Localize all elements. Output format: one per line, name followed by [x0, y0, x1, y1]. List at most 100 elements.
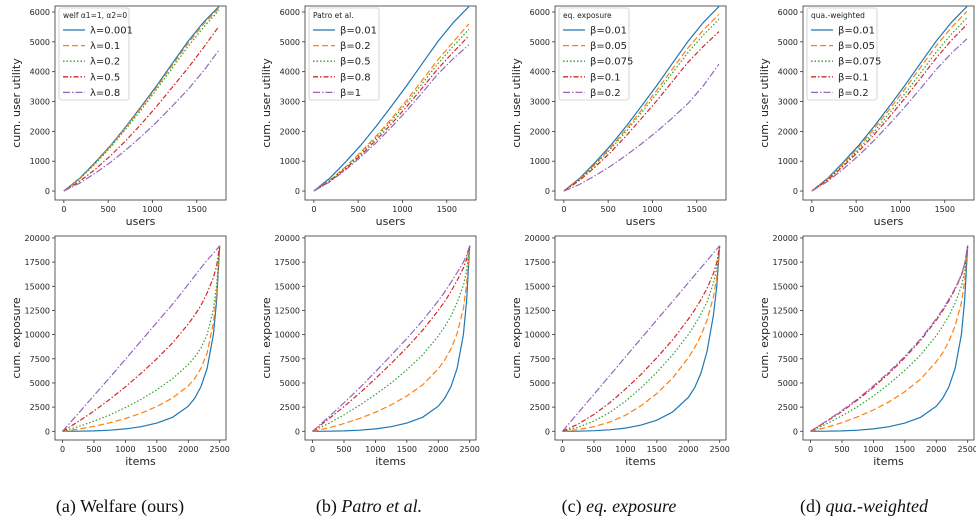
series-line-1	[562, 245, 721, 432]
series-line-1	[63, 6, 220, 192]
legend-label-2: β=0.2	[340, 41, 371, 52]
x-tick-label: 1500	[895, 445, 915, 454]
axes-frame	[554, 235, 727, 441]
series-line-1	[563, 6, 720, 192]
legend: qua.-weighted β=0.01 β=0.05 β=0.075 β=0.1 β=0…	[806, 7, 881, 101]
y-tick-label: 20000	[25, 234, 50, 243]
y-tick-label: 0	[45, 187, 50, 196]
y-tick-label: 4000	[778, 68, 798, 77]
y-tick-label: 2500	[778, 403, 798, 412]
caption-prefix: (a)	[56, 496, 80, 517]
x-axis-label: users	[626, 215, 656, 228]
series-line-5	[562, 245, 721, 432]
x-tick-label: 0	[311, 205, 316, 214]
series-line-4	[312, 245, 471, 432]
y-tick-label: 15000	[525, 282, 550, 291]
x-tick-label: 1000	[863, 445, 883, 454]
x-tick-label: 1000	[642, 205, 662, 214]
x-tick-label: 2000	[428, 445, 448, 454]
legend-label-4: β=0.1	[590, 72, 621, 83]
series-line-5	[563, 63, 720, 192]
x-tick-label: 0	[809, 205, 814, 214]
y-axis-label: cum. exposure	[10, 297, 23, 379]
x-tick-label: 500	[834, 445, 849, 454]
x-tick-label: 2000	[178, 445, 198, 454]
legend-box	[806, 7, 878, 101]
x-tick-label: 2000	[926, 445, 946, 454]
y-tick-label: 3000	[778, 98, 798, 107]
series-line-2	[563, 13, 720, 192]
legend: eq. exposure β=0.01 β=0.05 β=0.075 β=0.1 β=0.…	[558, 7, 633, 101]
legend-label-3: λ=0.2	[90, 57, 120, 68]
axes-frame	[802, 5, 975, 201]
y-tick-label: 4000	[280, 68, 300, 77]
chart-panel-c-top: 0 500 1000 1500 0 1000 2000 3000 4000 5000 6000 use…	[510, 5, 727, 228]
series-line-3	[562, 245, 721, 432]
x-tick-label: 1500	[397, 445, 417, 454]
x-tick-label: 1500	[437, 205, 457, 214]
y-tick-label: 7500	[778, 355, 798, 364]
x-tick-label: 1500	[647, 445, 667, 454]
y-tick-label: 2000	[30, 127, 50, 136]
series-line-2	[811, 10, 968, 192]
legend: Patro et al. β=0.01 β=0.2 β=0.5 β=0.8 β=1	[308, 7, 380, 101]
series-line-5	[810, 245, 969, 432]
series-line-3	[313, 28, 470, 192]
y-tick-label: 0	[545, 427, 550, 436]
series-line-1	[312, 245, 471, 432]
y-tick-label: 0	[45, 427, 50, 436]
y-tick-label: 12500	[25, 306, 50, 315]
y-tick-label: 5000	[778, 379, 798, 388]
legend-title: eq. exposure	[563, 11, 612, 20]
x-tick-label: 0	[60, 445, 65, 454]
y-tick-label: 20000	[275, 234, 300, 243]
y-tick-label: 2000	[778, 127, 798, 136]
x-axis-label: items	[625, 455, 656, 468]
x-tick-label: 1500	[147, 445, 167, 454]
series-line-5	[313, 44, 470, 192]
axes-frame	[304, 5, 477, 201]
caption-text: eq. exposure	[586, 496, 676, 516]
y-tick-label: 20000	[525, 234, 550, 243]
series-line-4	[563, 31, 720, 192]
series-line-4	[562, 245, 721, 432]
y-tick-label: 2500	[530, 403, 550, 412]
y-tick-label: 0	[545, 187, 550, 196]
y-axis-label: cum. exposure	[758, 297, 771, 379]
y-tick-label: 15000	[773, 282, 798, 291]
y-axis-label: cum. user utility	[10, 58, 23, 148]
y-tick-label: 10000	[525, 331, 550, 340]
series-line-1	[62, 245, 221, 432]
legend: welf α1=1, α2=0 λ=0.001 λ=0.1 λ=0.2 λ=0.5 λ=0…	[58, 7, 133, 101]
y-axis-label: cum. exposure	[260, 297, 273, 379]
legend-label-2: λ=0.1	[90, 41, 120, 52]
series-line-4	[811, 24, 968, 192]
x-tick-label: 0	[560, 445, 565, 454]
series-line-5	[63, 49, 220, 192]
series-line-2	[312, 245, 471, 432]
y-tick-label: 0	[295, 187, 300, 196]
chart-panel-a-top: 0 500 1000 1500 0 1000 2000 3000 4000 5000 6000 use…	[10, 5, 227, 228]
x-tick-label: 2000	[678, 445, 698, 454]
legend-box	[558, 7, 630, 101]
y-tick-label: 5000	[530, 379, 550, 388]
x-tick-label: 1000	[392, 205, 412, 214]
series-line-2	[562, 245, 721, 432]
series-line-1	[811, 6, 968, 192]
axes-frame	[54, 235, 227, 441]
x-tick-label: 1500	[687, 205, 707, 214]
x-axis-label: items	[375, 455, 406, 468]
x-tick-label: 1000	[615, 445, 635, 454]
legend-label-1: λ=0.001	[90, 26, 133, 37]
y-tick-label: 7500	[530, 355, 550, 364]
y-tick-label: 3000	[530, 98, 550, 107]
caption-prefix: (c)	[562, 496, 586, 517]
y-tick-label: 5000	[30, 379, 50, 388]
legend-label-5: β=1	[340, 88, 361, 99]
caption-prefix: (b)	[316, 496, 342, 517]
y-tick-label: 6000	[280, 8, 300, 17]
y-tick-label: 5000	[280, 38, 300, 47]
series-line-3	[810, 245, 969, 432]
y-tick-label: 0	[793, 187, 798, 196]
series-line-2	[62, 245, 221, 432]
